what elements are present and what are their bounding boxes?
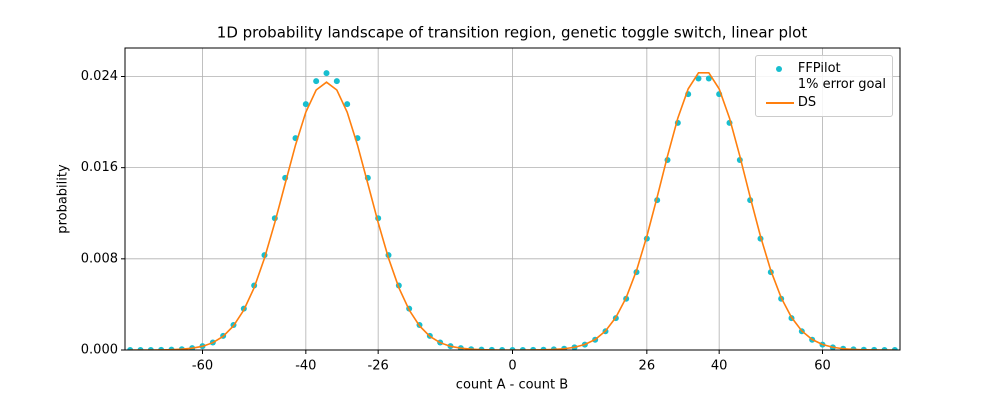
x-tick-label: -26 [368, 359, 389, 374]
x-tick-label: 0 [508, 359, 516, 374]
x-tick-label: 60 [814, 359, 831, 374]
x-tick-label: 26 [639, 359, 656, 374]
legend-entry: DS [762, 95, 886, 111]
x-tick-label: -60 [192, 359, 213, 374]
legend-label: FFPilot 1% error goal [797, 61, 886, 92]
y-tick-label: 0.000 [81, 343, 118, 358]
data-point [333, 78, 340, 85]
y-tick-label: 0.024 [81, 69, 118, 84]
data-point [302, 101, 309, 108]
data-point [313, 78, 320, 85]
y-axis-label: probability [56, 164, 71, 234]
data-point [695, 75, 702, 82]
data-point [344, 101, 351, 108]
legend-key [762, 95, 798, 111]
chart-title: 1D probability landscape of transition r… [217, 24, 808, 42]
plot-frame [124, 47, 901, 351]
y-tick-label: 0.016 [81, 160, 118, 175]
series-line [130, 72, 895, 350]
x-tick-label: -40 [295, 359, 316, 374]
data-point [323, 70, 330, 77]
x-axis-label: count A - count B [456, 378, 568, 393]
data-point [705, 75, 712, 82]
y-tick-label: 0.008 [81, 251, 118, 266]
legend-key [762, 61, 798, 77]
legend-entry: FFPilot 1% error goal [762, 61, 886, 93]
x-tick-label: 40 [711, 359, 728, 374]
legend-label: DS [797, 95, 817, 110]
legend: FFPilot 1% error goal DS [754, 55, 893, 117]
